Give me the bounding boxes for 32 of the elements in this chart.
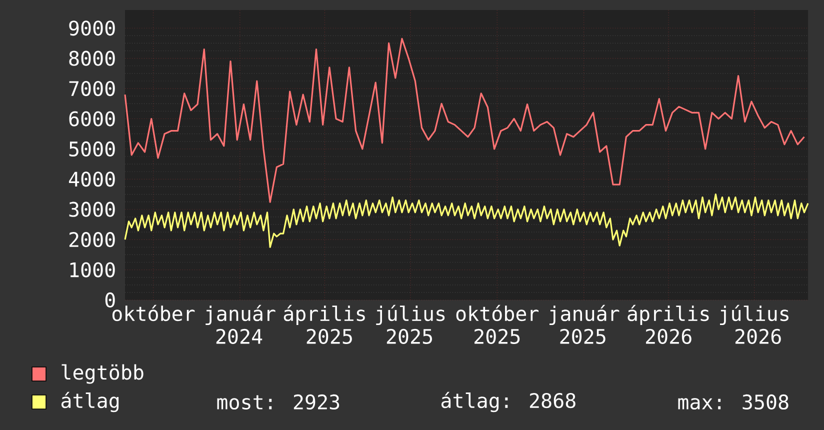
y-tick-label: 8000 <box>69 50 115 66</box>
line-series <box>124 193 809 248</box>
x2-tick-label: 2025 <box>560 328 606 344</box>
y-tick-label: 6000 <box>69 111 115 126</box>
y-tick-label: 3000 <box>69 202 115 217</box>
text: most: 2923 <box>217 394 340 410</box>
y-tick-label: 0 <box>105 292 115 308</box>
text: átlag: 2868 <box>442 392 576 412</box>
x-tick-label: július <box>376 304 445 326</box>
x2-tick-label: 2025 <box>474 328 520 344</box>
x2-tick-label: 2026 <box>646 328 692 344</box>
y-tick-label: 9000 <box>69 20 115 36</box>
y-tick-label: 4000 <box>68 172 115 187</box>
x-tick-label: április <box>628 304 709 326</box>
legend-label: átlag <box>62 392 119 412</box>
line-series <box>124 38 806 203</box>
x2-tick-label: 2025 <box>386 328 432 344</box>
x2-tick-label: 2026 <box>735 328 781 344</box>
x-tick-label: január <box>206 304 276 326</box>
text: max: 3508 <box>678 394 788 410</box>
x-tick-label: január <box>549 304 620 326</box>
x2-tick-label: 2025 <box>306 328 352 344</box>
x-tick-label: október <box>456 304 539 322</box>
y-tick-label: 1000 <box>70 262 115 278</box>
x-tick-label: április <box>284 304 365 326</box>
x-tick-label: október <box>112 304 195 322</box>
y-tick-label: 2000 <box>69 232 115 248</box>
y-tick-label: 7000 <box>69 80 115 96</box>
y-tick-label: 5000 <box>69 141 115 157</box>
x-tick-label: július <box>720 304 788 326</box>
legend-label: legtöbb <box>62 364 144 384</box>
x2-tick-label: 2024 <box>216 328 262 344</box>
